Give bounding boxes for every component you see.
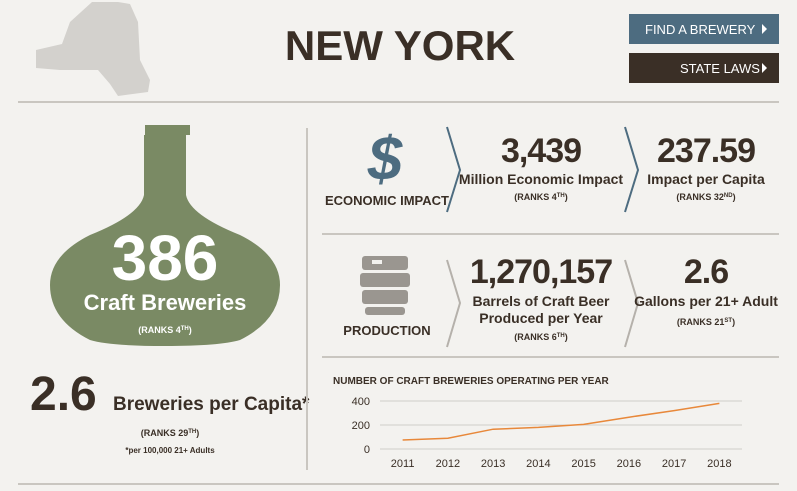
footnote: *per 100,000 21+ Adults [125, 446, 215, 455]
button[interactable] [629, 14, 779, 44]
stat-label: Produced per Year [479, 310, 603, 326]
y-tick-label: 400 [352, 396, 370, 408]
button-label[interactable]: STATE LAWS [680, 61, 760, 76]
stat-label: Impact per Capita [647, 171, 765, 187]
stat-value: 1,270,157 [470, 253, 612, 291]
stat-value: 2.6 [684, 253, 728, 291]
rank: (RANKS 21ST) [677, 317, 735, 327]
brewery-label: Craft Breweries [84, 290, 247, 315]
rank: (RANKS 4TH) [138, 325, 192, 335]
stat-label: Gallons per 21+ Adult [634, 293, 778, 309]
section-heading: PRODUCTION [343, 323, 430, 338]
chevron [446, 126, 462, 213]
rank: (RANKS 32ND) [676, 192, 735, 202]
rank: (RANKS 29TH) [141, 428, 200, 438]
arrow-icon [762, 63, 767, 73]
x-tick-label: 2018 [707, 458, 731, 470]
chart-title: NUMBER OF CRAFT BREWERIES OPERATING PER … [333, 376, 610, 387]
dollar-icon: $ [367, 125, 404, 194]
stat-label: Million Economic Impact [459, 171, 623, 187]
stat-value: 3,439 [501, 132, 581, 170]
rank: (RANKS 6TH) [514, 332, 568, 342]
per-capita-label: Breweries per Capita* [113, 394, 310, 415]
data-line [402, 402, 720, 441]
arrow-icon [762, 24, 767, 34]
x-tick-label: 2011 [391, 458, 415, 470]
chevron [624, 259, 640, 348]
y-tick-label: 200 [352, 420, 370, 432]
x-tick-label: 2017 [662, 458, 686, 470]
button-label[interactable]: FIND A BREWERY [645, 22, 756, 37]
button[interactable] [629, 53, 779, 83]
y-tick-label: 0 [364, 444, 370, 456]
per-capita-value: 2.6 [30, 368, 97, 421]
chevron [624, 126, 640, 213]
x-tick-label: 2016 [617, 458, 641, 470]
rank: (RANKS 4TH) [514, 192, 568, 202]
x-tick-label: 2012 [436, 458, 460, 470]
stat-label: Barrels of Craft Beer [473, 293, 610, 309]
x-tick-label: 2013 [481, 458, 505, 470]
page-title: NEW YORK [285, 22, 515, 69]
keg-icon [360, 256, 410, 315]
brewery-count: 386 [112, 222, 219, 294]
x-tick-label: 2014 [526, 458, 550, 470]
bottle [50, 125, 280, 346]
section-heading: ECONOMIC IMPACT [325, 193, 449, 208]
chevron [446, 259, 462, 348]
state-shape [36, 2, 150, 96]
stat-value: 237.59 [657, 132, 755, 170]
x-tick-label: 2015 [571, 458, 595, 470]
